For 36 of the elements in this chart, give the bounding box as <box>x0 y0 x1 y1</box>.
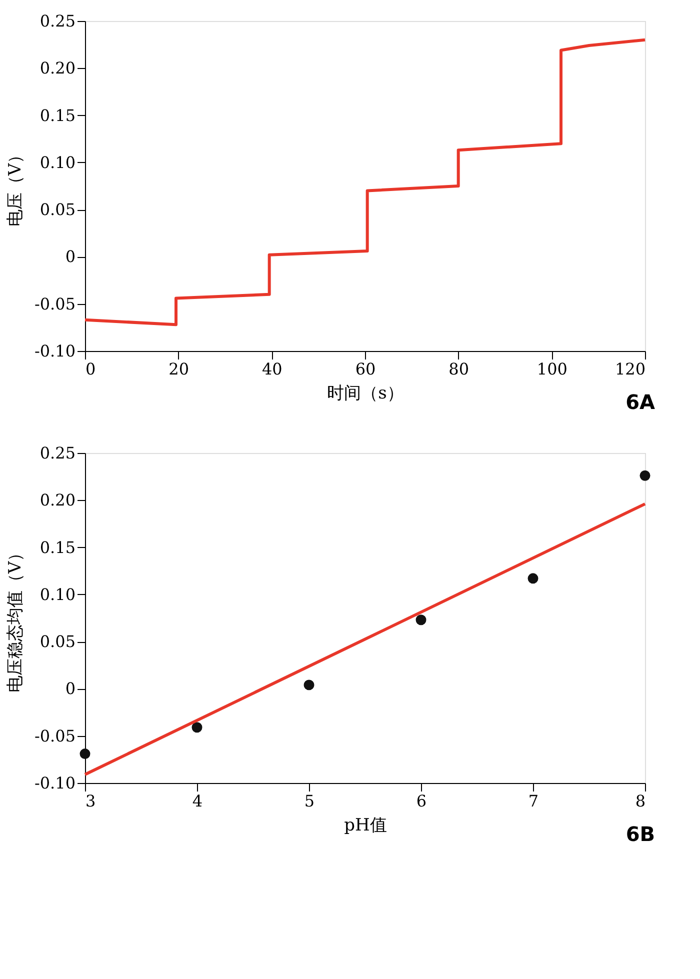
y-tick-label: 0.15 <box>40 106 76 125</box>
x-tick-label: 100 <box>536 360 568 378</box>
x-tick-label: 6 <box>416 792 427 810</box>
x-tick-label: 0 <box>86 360 96 378</box>
x-tick-label: 120 <box>614 360 646 378</box>
y-tick-label: 0.05 <box>40 632 76 652</box>
text: 6B <box>626 822 655 846</box>
y-tick-label: 0.20 <box>40 490 76 510</box>
x-tick-label: 60 <box>355 360 376 378</box>
x-tick-label: 80 <box>448 360 470 378</box>
y-tick-label: 0 <box>65 679 76 698</box>
x-tick-label: 4 <box>192 792 203 810</box>
y-tick-label: -0.05 <box>34 294 76 314</box>
x-tick-label: 40 <box>262 360 282 378</box>
x-tick-label: 3 <box>86 792 96 810</box>
text: 6A <box>626 390 656 414</box>
y-tick-label: 0.25 <box>40 444 76 462</box>
x-tick-label: 7 <box>528 792 539 810</box>
line-series <box>84 38 646 326</box>
y-tick-label: -0.05 <box>34 726 76 746</box>
y-tick-label: 0.10 <box>40 152 76 172</box>
y-tick-label: -0.10 <box>34 342 76 360</box>
y-tick-label: 0.10 <box>40 584 76 604</box>
y-axis-title: 电压稳态均值（V） <box>5 544 26 693</box>
y-tick-label: 0.15 <box>40 538 76 557</box>
x-axis-title: pH值 <box>344 816 387 836</box>
x-tick-label: 5 <box>304 792 315 810</box>
x-tick-label: 8 <box>635 792 646 810</box>
x-tick-label: 20 <box>168 360 190 378</box>
y-tick-label: 0.20 <box>40 58 76 78</box>
x-axis-title: 时间（s） <box>327 384 404 404</box>
y-tick-label: 0 <box>65 247 76 266</box>
y-tick-label: 0.25 <box>40 12 76 30</box>
y-axis-title: 电压（V） <box>5 146 26 227</box>
y-tick-label: 0.05 <box>40 200 76 220</box>
y-tick-label: -0.10 <box>34 774 76 792</box>
